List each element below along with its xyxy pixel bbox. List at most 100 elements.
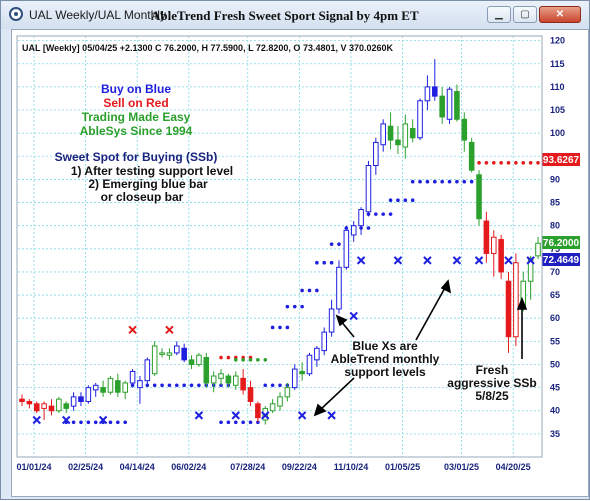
- trend-dot: [396, 198, 400, 203]
- trend-dot: [263, 383, 268, 388]
- title-bar[interactable]: UAL Weekly/UAL Monthly AbleTrend Fresh S…: [1, 1, 589, 29]
- legend-ablesys: AbleSys Since 1994: [80, 124, 193, 138]
- legend-box: Buy on Blue Sell on Red Trading Made Eas…: [80, 82, 193, 138]
- support-x-marker: [98, 415, 108, 425]
- candle-body: [505, 280, 512, 338]
- candle-body: [476, 174, 482, 220]
- trend-dot: [270, 383, 275, 388]
- support-x-marker: [504, 256, 513, 265]
- trend-dot: [469, 179, 474, 184]
- candle-body: [100, 387, 106, 393]
- trend-dot: [182, 383, 186, 388]
- candle-body: [350, 225, 357, 236]
- trend-dot: [381, 212, 386, 216]
- trend-dot: [175, 383, 179, 388]
- trend-dot: [366, 226, 371, 230]
- support-x-marker: [526, 256, 535, 265]
- x-tick-label: 09/22/24: [282, 462, 317, 472]
- x-tick-label: 04/14/24: [120, 462, 155, 472]
- chart-title: AbleTrend Fresh Sweet Sport Signal by 4p…: [151, 8, 419, 23]
- candle-body: [137, 380, 143, 389]
- candle-body: [41, 403, 47, 409]
- fresh-line-1: Fresh: [476, 363, 509, 377]
- candle-body: [255, 403, 261, 419]
- trend-dot: [484, 160, 489, 165]
- y-tick-label: 115: [550, 59, 565, 69]
- candle-body: [107, 377, 114, 393]
- annotation-arrows: [313, 279, 528, 417]
- info-line: UAL [Weekly] 05/04/25 +2.1300 C 76.2000,…: [22, 43, 394, 53]
- trend-dot: [433, 179, 437, 184]
- trend-dot: [374, 212, 378, 216]
- y-tick-label: 105: [550, 105, 565, 115]
- trend-dot: [248, 358, 253, 362]
- trend-dot: [536, 160, 540, 165]
- trend-dot: [285, 304, 290, 309]
- minimize-icon: ▁: [495, 9, 503, 20]
- trend-dot: [329, 242, 334, 246]
- candle-body: [218, 373, 224, 379]
- trend-dot: [160, 383, 164, 388]
- price-tag-support-value: 72.4649: [543, 255, 580, 266]
- x-tick-label: 11/10/24: [334, 462, 369, 472]
- arrow-to-x-lower: [319, 377, 355, 411]
- trend-dot: [292, 304, 297, 309]
- trend-dot: [455, 179, 459, 184]
- candle-body: [181, 347, 187, 361]
- trend-dot: [71, 420, 76, 425]
- support-x-marker: [231, 411, 240, 420]
- x-tick-label: 04/20/25: [496, 462, 531, 472]
- close-button[interactable]: ✕: [539, 6, 581, 23]
- price-tag-close-value: 76.2000: [543, 238, 580, 249]
- maximize-button[interactable]: ▢: [513, 6, 537, 23]
- support-x-marker: [261, 411, 270, 420]
- arrow-head: [335, 314, 348, 327]
- candle-body: [483, 220, 490, 254]
- y-tick-label: 100: [550, 128, 565, 138]
- y-tick-label: 65: [550, 290, 560, 300]
- y-tick-label: 70: [550, 267, 560, 277]
- support-x-marker: [165, 325, 174, 334]
- candle-body: [48, 405, 55, 412]
- candle-body: [402, 123, 409, 148]
- support-x-markers: [32, 256, 535, 425]
- trend-dot: [506, 160, 511, 165]
- blue-xs-line-3: support levels: [344, 365, 426, 379]
- candle-body: [328, 308, 335, 333]
- support-x-marker: [393, 256, 403, 265]
- candle-body: [174, 345, 180, 354]
- arrow-to-x-right: [415, 285, 447, 341]
- trend-dot: [123, 420, 127, 425]
- trend-dot: [403, 198, 408, 203]
- y-tick-label: 55: [550, 336, 560, 346]
- candle-body: [490, 236, 497, 254]
- candle-body: [203, 357, 210, 384]
- arrow-head: [516, 296, 528, 310]
- x-tick-label: 06/02/24: [171, 462, 206, 472]
- price-tag-resistance: [542, 153, 580, 166]
- price-chart[interactable]: 01/01/24 02/25/24 04/14/24 06/02/24 07/28/24…: [12, 30, 588, 496]
- candle-body: [314, 347, 320, 361]
- trend-dot: [528, 160, 533, 165]
- candle-body: [129, 370, 136, 384]
- trend-dot: [410, 179, 415, 184]
- candle-body: [439, 95, 445, 118]
- candle-body: [78, 396, 84, 402]
- candle-body: [19, 398, 25, 402]
- trend-dot: [315, 288, 319, 293]
- trend-dot: [514, 160, 518, 165]
- candle-body: [535, 242, 541, 257]
- trend-dot: [425, 179, 430, 184]
- trend-dot: [278, 325, 282, 330]
- x-tick-label: 01/05/25: [385, 462, 420, 472]
- trend-dot: [322, 260, 327, 265]
- plot-frame[interactable]: 01/01/24 02/25/24 04/14/24 06/02/24 07/28/24…: [11, 29, 589, 497]
- candle-body: [240, 377, 246, 391]
- trend-dot: [108, 420, 113, 425]
- fresh-line-2: aggressive SSb: [447, 376, 536, 390]
- sweet-spot-title: Sweet Spot for Buying (SSb): [55, 150, 218, 164]
- trend-dot: [256, 358, 260, 362]
- trend-dot: [263, 358, 268, 362]
- minimize-button[interactable]: ▁: [487, 6, 511, 23]
